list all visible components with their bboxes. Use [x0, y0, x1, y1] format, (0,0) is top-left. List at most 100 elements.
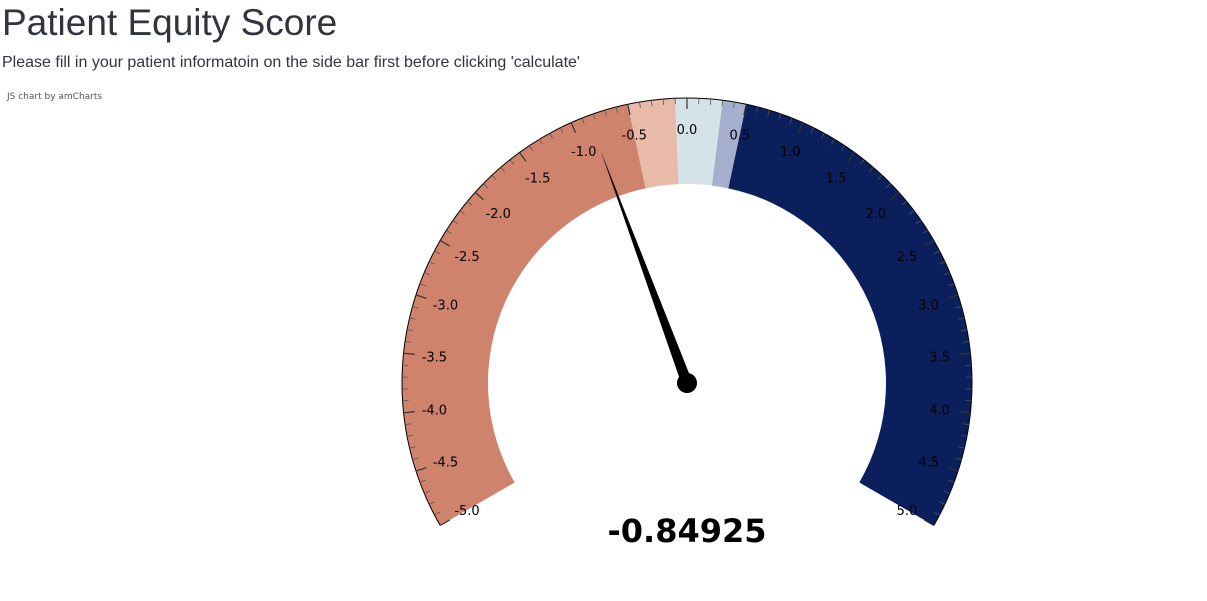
minor-tick — [434, 250, 440, 255]
major-tick — [947, 294, 959, 299]
tick-label: -5.0 — [454, 504, 479, 519]
minor-tick — [412, 305, 419, 309]
minor-tick — [615, 106, 619, 113]
minor-tick — [859, 159, 865, 165]
tick-label: 5.0 — [897, 504, 918, 519]
gauge-pin — [677, 373, 697, 393]
minor-tick — [404, 423, 412, 426]
tick-label: 3.5 — [929, 350, 950, 365]
tick-label: 2.0 — [865, 207, 886, 222]
minor-tick — [948, 283, 955, 287]
minor-tick — [908, 210, 915, 215]
minor-tick — [721, 100, 724, 107]
minor-tick — [581, 117, 585, 124]
minor-tick — [955, 457, 962, 461]
minor-tick — [424, 272, 430, 276]
gauge-band-2 — [675, 98, 723, 186]
major-tick — [923, 519, 935, 527]
page-subtitle: Please fill in your patient informatoin … — [2, 54, 580, 71]
minor-tick — [539, 139, 543, 145]
major-tick — [415, 294, 427, 299]
gauge-band-4 — [728, 104, 973, 526]
minor-tick — [733, 101, 735, 108]
minor-tick — [810, 127, 815, 134]
gauge-band-3 — [711, 100, 747, 189]
minor-tick — [841, 145, 846, 151]
minor-tick — [831, 139, 835, 145]
minor-tick — [922, 229, 928, 234]
minor-tick — [419, 479, 426, 483]
minor-tick — [559, 127, 564, 134]
minor-tick — [428, 501, 435, 505]
major-tick — [743, 104, 747, 116]
minor-tick — [901, 201, 907, 206]
gauge-ticks — [401, 97, 973, 527]
tick-label: -2.0 — [486, 207, 511, 222]
minor-tick — [592, 113, 596, 120]
tick-label: -1.5 — [525, 172, 550, 187]
minor-tick — [958, 317, 965, 320]
tick-label: 1.5 — [826, 172, 847, 187]
minor-tick — [962, 423, 970, 426]
major-tick — [959, 352, 971, 355]
minor-tick — [960, 329, 968, 332]
minor-tick — [877, 174, 883, 180]
tick-label: 2.5 — [897, 250, 918, 265]
major-tick — [474, 191, 484, 201]
minor-tick — [789, 117, 793, 124]
minor-tick — [944, 272, 950, 276]
minor-tick — [939, 261, 946, 265]
minor-tick — [528, 145, 533, 151]
minor-tick — [767, 110, 770, 117]
minor-tick — [886, 183, 891, 189]
tick-label: -3.5 — [422, 350, 447, 365]
tick-label: 1.0 — [780, 145, 801, 160]
tick-label: -2.5 — [454, 250, 479, 265]
major-tick — [570, 122, 577, 133]
minor-tick — [869, 166, 874, 173]
minor-tick — [960, 434, 968, 437]
minor-tick — [709, 98, 712, 106]
major-tick — [439, 239, 451, 247]
tick-label: 4.0 — [929, 404, 950, 419]
chart-credit-link[interactable]: JS chart by amCharts — [7, 92, 103, 102]
gauge-bands — [401, 98, 973, 526]
tick-label: 4.5 — [918, 455, 939, 470]
minor-tick — [948, 479, 955, 483]
minor-tick — [958, 446, 965, 449]
tick-label: -0.5 — [622, 129, 647, 144]
minor-tick — [459, 210, 466, 215]
minor-tick — [500, 166, 505, 173]
minor-tick — [915, 220, 922, 225]
gauge-value-readout: -0.84925 — [607, 512, 766, 550]
minor-tick — [509, 159, 515, 165]
major-tick — [403, 411, 415, 414]
gauge-hand — [600, 150, 697, 393]
minor-tick — [406, 434, 414, 437]
major-tick — [959, 411, 971, 414]
minor-tick — [412, 457, 419, 461]
minor-tick — [409, 446, 416, 449]
major-tick — [947, 467, 959, 472]
minor-tick — [662, 98, 665, 106]
tick-label: -1.0 — [571, 145, 596, 160]
minor-tick — [452, 220, 459, 225]
minor-tick — [404, 340, 412, 343]
minor-tick — [755, 106, 759, 113]
tick-label: -3.0 — [433, 299, 458, 314]
major-tick — [415, 467, 427, 472]
major-tick — [627, 104, 631, 116]
minor-tick — [483, 183, 488, 189]
minor-tick — [428, 261, 435, 265]
page-title: Patient Equity Score — [2, 2, 338, 43]
major-tick — [923, 239, 935, 247]
tick-label: 3.0 — [918, 299, 939, 314]
minor-tick — [939, 501, 946, 505]
major-tick — [518, 152, 527, 162]
minor-tick — [934, 250, 940, 255]
minor-tick — [491, 174, 497, 180]
minor-tick — [409, 317, 416, 320]
gauge-band-0 — [401, 104, 646, 526]
